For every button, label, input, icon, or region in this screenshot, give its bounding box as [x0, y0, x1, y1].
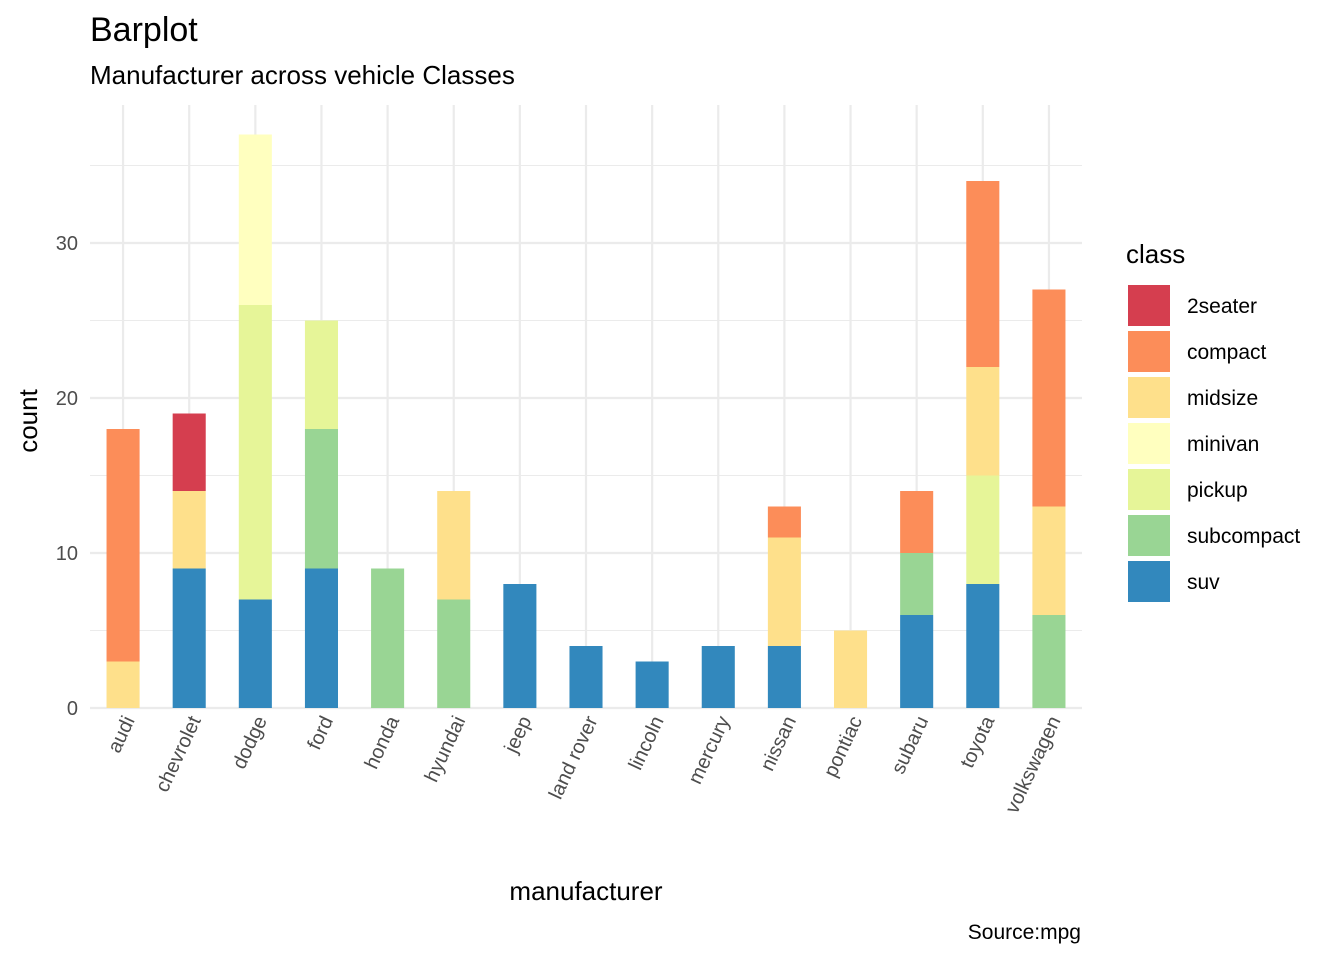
legend-swatch-subcompact	[1128, 515, 1170, 556]
bar-mercury-suv	[701, 646, 735, 708]
bar-volkswagen-compact	[1032, 289, 1066, 507]
legend-label-2seater: 2seater	[1187, 295, 1257, 318]
legend-label-suv: suv	[1187, 571, 1220, 594]
x-tick-label-subaru: subaru	[887, 713, 933, 778]
x-tick-label-audi: audi	[104, 713, 140, 757]
x-tick-label-dodge: dodge	[228, 713, 271, 773]
y-tick-label: 20	[56, 388, 78, 410]
bar-nissan-compact	[767, 506, 801, 538]
y-tick-label: 30	[56, 233, 78, 255]
legend-label-midsize: midsize	[1187, 387, 1258, 410]
bar-nissan-midsize	[767, 537, 801, 646]
bar-subaru-compact	[900, 491, 934, 553]
x-tick-label-hyundai: hyundai	[421, 713, 471, 786]
bar-ford-subcompact	[304, 429, 338, 569]
x-tick-label-lincoln: lincoln	[625, 713, 669, 774]
chart-subtitle: Manufacturer across vehicle Classes	[90, 60, 515, 90]
x-axis-title: manufacturer	[509, 876, 663, 906]
x-axis-ticks: audi chevrolet dodge ford honda hyundai jeep la…	[104, 712, 1066, 817]
bar-dodge-minivan	[238, 134, 272, 305]
bar-toyota-compact	[966, 181, 1000, 367]
bar-volkswagen-midsize	[1032, 506, 1066, 615]
y-tick-label: 0	[67, 698, 78, 720]
chart-title: Barplot	[90, 11, 198, 49]
bar-honda-subcompact	[371, 568, 405, 708]
bar-jeep-suv	[503, 584, 537, 708]
bar-dodge-pickup	[238, 305, 272, 600]
legend-label-minivan: minivan	[1187, 433, 1259, 456]
caption: Source:mpg	[968, 921, 1081, 944]
bar-hyundai-subcompact	[437, 599, 471, 708]
bar-subaru-subcompact	[900, 553, 934, 615]
legend-swatch-midsize	[1128, 377, 1170, 418]
legend-label-compact: compact	[1187, 341, 1267, 364]
legend-label-subcompact: subcompact	[1187, 525, 1300, 548]
x-tick-label-ford: ford	[303, 713, 338, 754]
x-tick-label-jeep: jeep	[500, 713, 536, 757]
bar-chevrolet-midsize	[172, 491, 206, 569]
bar-toyota-suv	[966, 584, 1000, 708]
x-tick-label-land-rover: land rover	[545, 713, 603, 803]
legend: class 2seater compact midsize minivan pickup…	[1126, 239, 1300, 602]
x-tick-label-toyota: toyota	[956, 712, 999, 771]
legend-label-pickup: pickup	[1187, 479, 1248, 502]
bar-ford-pickup	[304, 320, 338, 429]
x-tick-label-mercury: mercury	[684, 713, 734, 788]
bar-land-rover-suv	[569, 646, 603, 708]
legend-swatch-pickup	[1128, 469, 1170, 510]
bar-audi-midsize	[106, 661, 140, 708]
legend-swatch-2seater	[1128, 285, 1170, 326]
y-axis-ticks: 0 10 20 30	[56, 233, 78, 720]
legend-swatch-minivan	[1128, 423, 1170, 464]
bar-toyota-pickup	[966, 475, 1000, 584]
legend-swatch-compact	[1128, 331, 1170, 372]
x-tick-label-pontiac: pontiac	[820, 713, 867, 781]
legend-title: class	[1126, 239, 1185, 269]
legend-swatch-suv	[1128, 561, 1170, 602]
bars	[106, 134, 1066, 708]
bar-ford-suv	[304, 568, 338, 708]
bar-lincoln-suv	[635, 661, 669, 708]
bar-nissan-suv	[767, 646, 801, 708]
x-tick-label-honda: honda	[361, 712, 405, 772]
x-tick-label-nissan: nissan	[757, 713, 801, 775]
bar-toyota-midsize	[966, 367, 1000, 476]
bar-pontiac-midsize	[834, 630, 868, 708]
bar-volkswagen-subcompact	[1032, 615, 1066, 708]
bar-hyundai-midsize	[437, 491, 471, 600]
bar-audi-compact	[106, 429, 140, 662]
bar-chevrolet-suv	[172, 568, 206, 708]
y-tick-label: 10	[56, 543, 78, 565]
x-tick-label-volkswagen: volkswagen	[1001, 713, 1065, 817]
bar-subaru-suv	[900, 615, 934, 708]
x-tick-label-chevrolet: chevrolet	[151, 712, 205, 795]
y-axis-title: count	[13, 388, 43, 452]
bar-chevrolet-2seater	[172, 413, 206, 491]
bar-dodge-suv	[238, 599, 272, 708]
